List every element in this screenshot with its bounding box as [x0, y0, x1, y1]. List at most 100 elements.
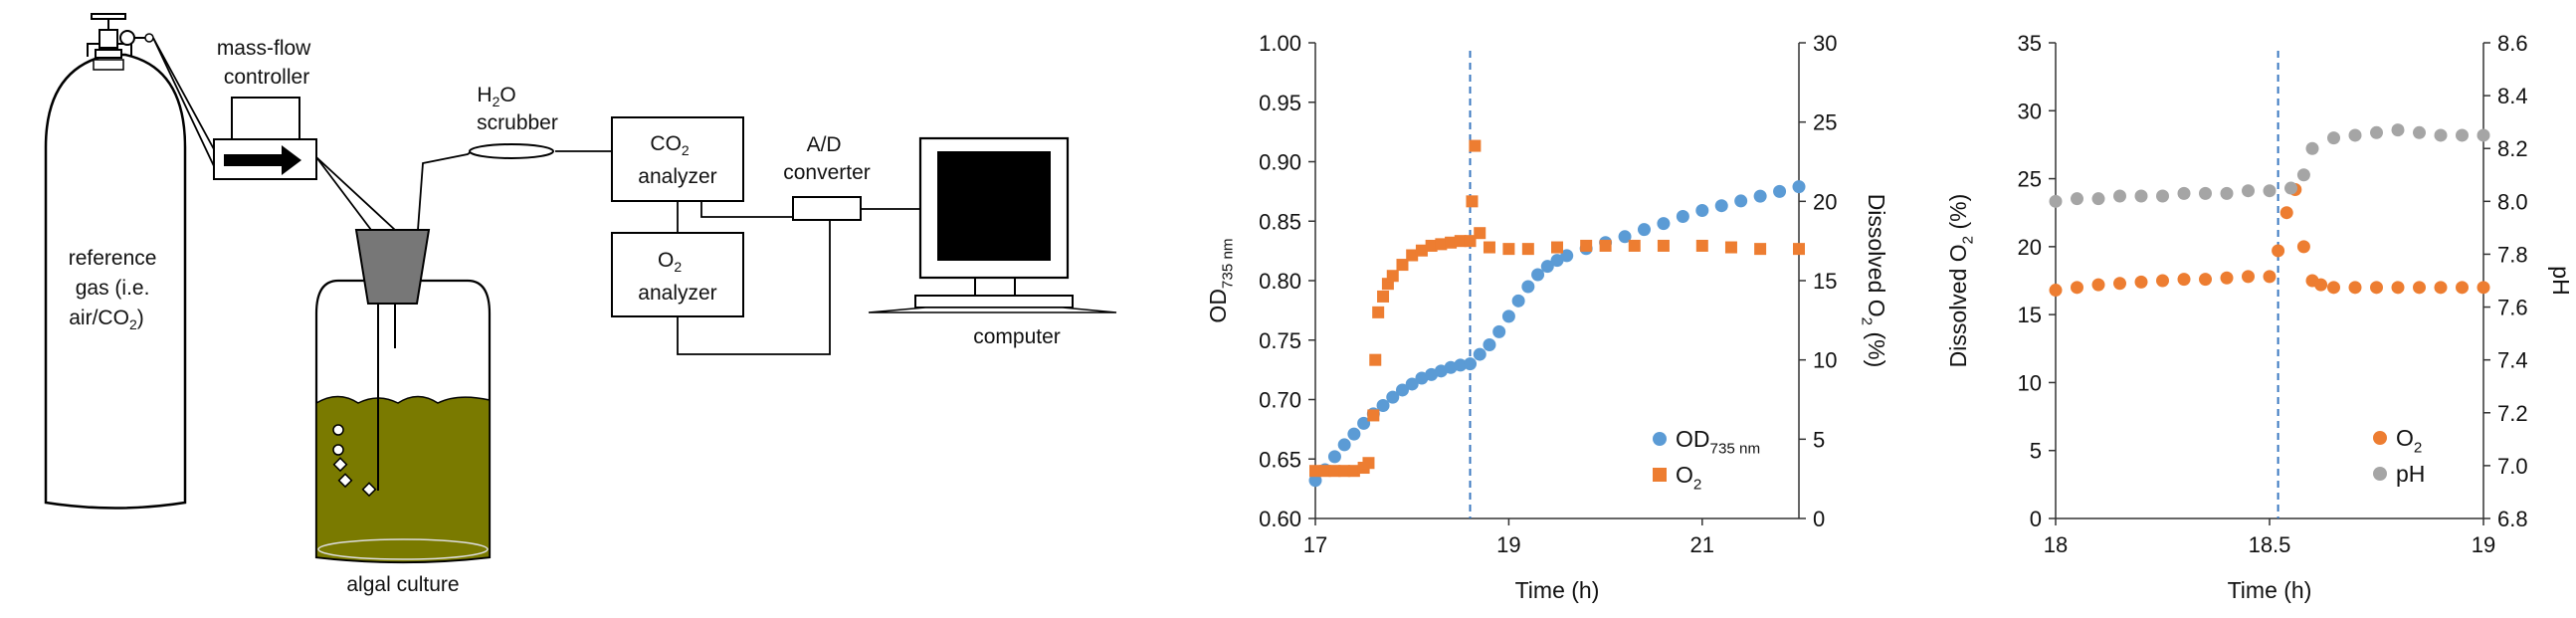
legend-label: OD735 nm	[1676, 426, 1760, 457]
y2-tick-label: 20	[1813, 189, 1837, 214]
x-tick-label: 17	[1303, 532, 1327, 557]
legend-marker	[1653, 468, 1667, 482]
data-point	[1618, 230, 1632, 244]
data-point	[2091, 278, 2105, 292]
data-point	[2391, 281, 2405, 295]
data-point	[1521, 243, 1534, 256]
legend-label: O2	[1676, 462, 1701, 493]
data-point	[1396, 259, 1409, 272]
data-point	[1362, 457, 1375, 470]
mass-flow-label: mass-flow controller	[217, 37, 316, 89]
data-point	[2220, 271, 2234, 285]
data-point	[1454, 235, 1467, 248]
data-point	[1724, 241, 1737, 254]
data-point	[1560, 249, 1574, 263]
h2o-scrubber: H2O scrubber	[469, 84, 558, 159]
y2-tick-label: 7.8	[2497, 242, 2528, 267]
data-point	[1337, 438, 1351, 452]
data-point	[2413, 125, 2426, 139]
data-point	[1425, 239, 1438, 252]
bubbles-icon	[332, 424, 377, 498]
data-point	[1347, 427, 1361, 441]
data-point	[1793, 243, 1805, 256]
legend-marker	[1653, 432, 1667, 446]
data-point	[2242, 270, 2255, 284]
legend-marker	[2373, 467, 2387, 481]
data-point	[1445, 236, 1458, 249]
data-point	[1406, 249, 1419, 262]
data-point	[1415, 244, 1428, 257]
y-tick-label: 20	[2018, 235, 2042, 260]
data-point	[1550, 254, 1564, 268]
data-point	[2177, 273, 2191, 287]
data-point	[1483, 241, 1495, 254]
data-point	[1327, 450, 1341, 464]
y2-axis-title: pH	[2548, 266, 2574, 295]
y2-tick-label: 7.4	[2497, 348, 2528, 373]
data-point	[2327, 281, 2340, 295]
data-point	[1464, 235, 1477, 248]
y2-tick-label: 7.6	[2497, 296, 2528, 320]
computer-label: computer	[973, 325, 1061, 348]
data-point	[2348, 128, 2362, 142]
data-point	[2199, 273, 2212, 287]
y-tick-label: 0.65	[1259, 447, 1301, 472]
mass-flow-controller: mass-flow controller	[213, 37, 317, 180]
data-point	[1714, 199, 1728, 213]
data-point	[2314, 278, 2328, 292]
data-point	[1540, 260, 1554, 274]
y-tick-label: 0.85	[1259, 209, 1301, 234]
y2-tick-label: 8.4	[2497, 84, 2528, 108]
y2-tick-label: 5	[1813, 427, 1825, 452]
apparatus-diagram: reference gas (i.e. air/CO2) mass-flow	[44, 13, 1117, 596]
data-point	[2071, 281, 2083, 295]
y-tick-label: 0	[2030, 507, 2042, 531]
data-point	[2177, 186, 2191, 200]
data-point	[1695, 239, 1708, 252]
data-point	[2477, 281, 2490, 295]
data-point	[1405, 377, 1419, 391]
data-point	[2156, 274, 2169, 288]
data-point	[1483, 338, 1496, 352]
data-point	[2391, 123, 2405, 137]
data-point	[1386, 270, 1399, 283]
x-tick-label: 18.5	[2249, 532, 2291, 557]
y2-tick-label: 6.8	[2497, 507, 2528, 531]
computer-icon: computer	[868, 136, 1117, 348]
data-point	[1754, 243, 1767, 256]
x-tick-label: 19	[1496, 532, 1520, 557]
o2-analyzer-label: O2 analyzer	[638, 249, 716, 305]
data-point	[1435, 238, 1448, 251]
y2-tick-label: 7.2	[2497, 401, 2528, 426]
data-point	[1377, 290, 1390, 303]
data-point	[2284, 181, 2297, 195]
y-tick-label: 0.60	[1259, 507, 1301, 531]
data-point	[1318, 465, 1331, 478]
data-point	[2263, 184, 2277, 198]
data-point	[2434, 281, 2448, 295]
data-point	[2413, 281, 2426, 295]
data-point	[2477, 128, 2490, 142]
x-axis-title: Time (h)	[1515, 577, 1600, 603]
y-tick-label: 0.70	[1259, 388, 1301, 413]
algal-culture-label: algal culture	[346, 573, 459, 596]
chart-o2-ph: 0 5 10 15 20 25 30 35 6.8 7.0 7.2 7.4 7.6 7.8 8.0 8.2 8.…	[1945, 31, 2574, 603]
y2-tick-label: 8.2	[2497, 136, 2528, 161]
data-point	[1473, 347, 1486, 361]
data-point	[1454, 358, 1468, 372]
data-point	[1469, 139, 1482, 152]
data-point	[1395, 383, 1409, 397]
data-point	[1753, 189, 1767, 203]
flow-arrow-icon	[224, 145, 301, 175]
data-point	[2113, 277, 2126, 291]
data-point	[1501, 309, 1515, 323]
data-point	[2156, 189, 2169, 203]
gas-cylinder: reference gas (i.e. air/CO2)	[44, 13, 187, 510]
data-point	[1474, 227, 1486, 240]
data-point	[1502, 243, 1515, 256]
screen	[937, 151, 1051, 261]
data-point	[2370, 281, 2383, 295]
legend-label: pH	[2396, 461, 2425, 487]
data-point	[2327, 131, 2340, 145]
y2-tick-label: 8.0	[2497, 189, 2528, 214]
